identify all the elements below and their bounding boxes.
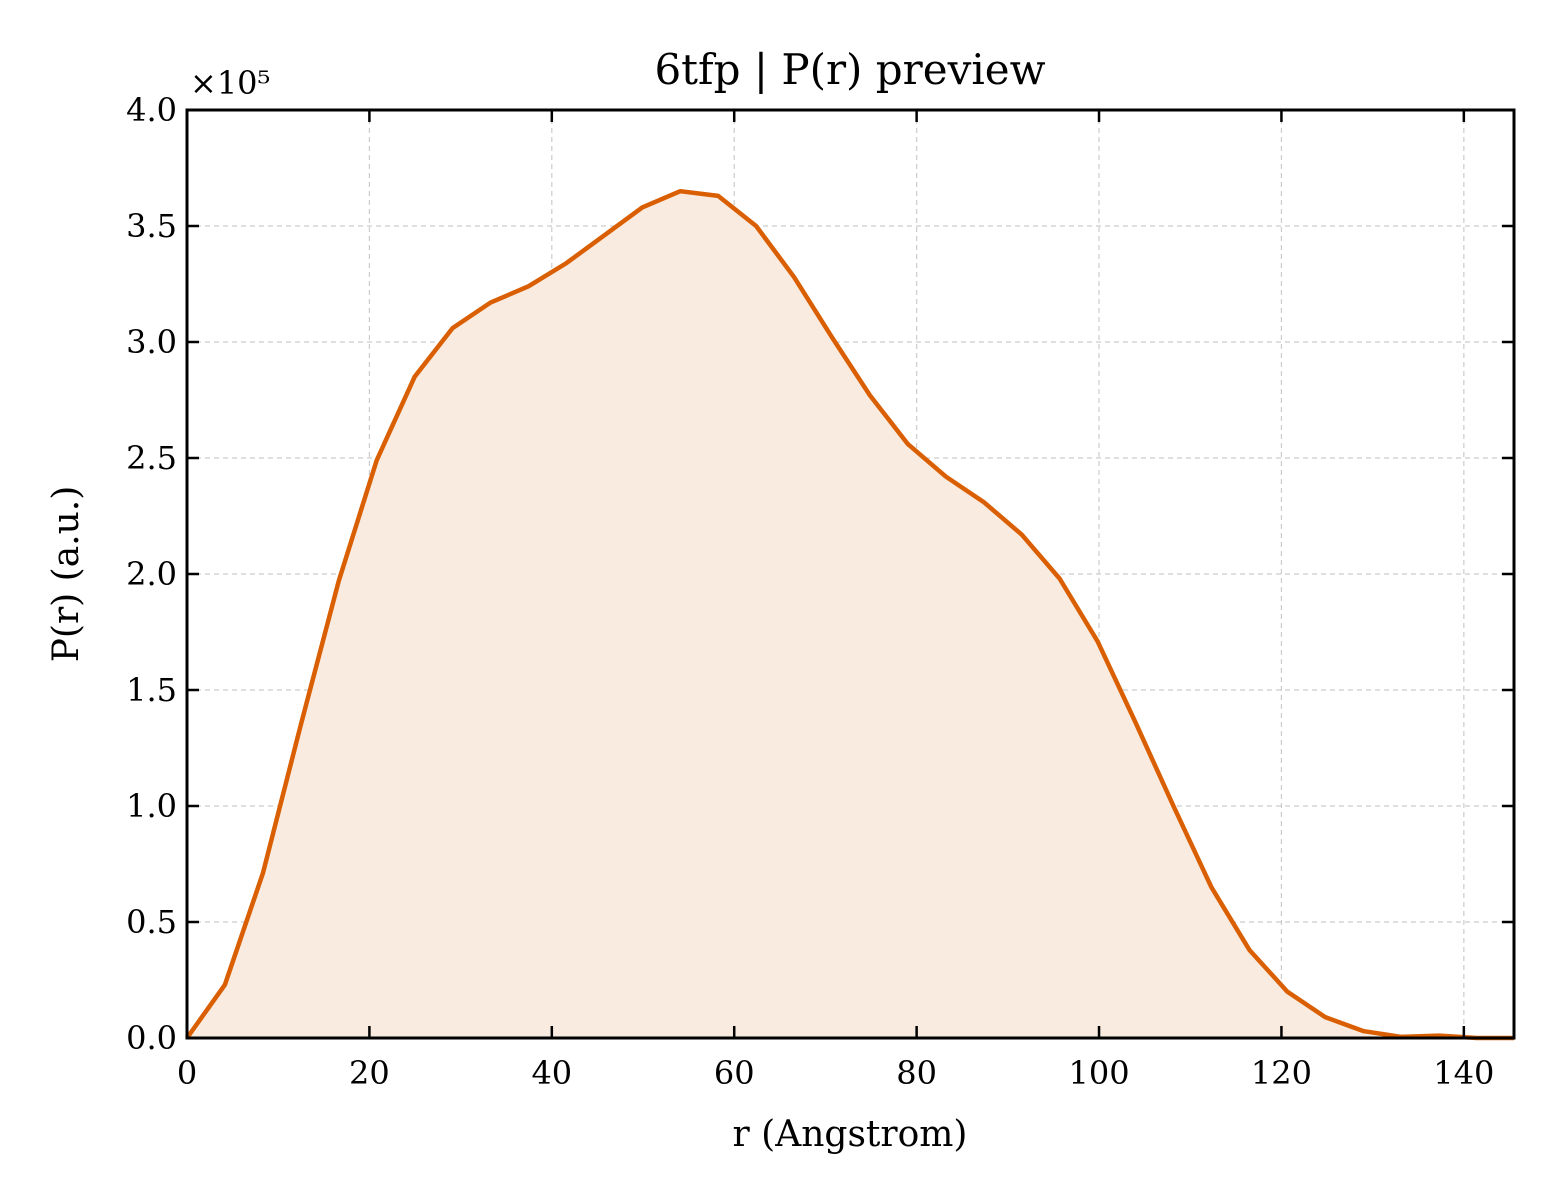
axis-ticks: 0 20 40 60 80 100 120 140 0.0 0.5 1.0 1.5 2.0 2.5 3.0 3… [126, 91, 1514, 1092]
x-tick-label: 60 [714, 1054, 755, 1092]
x-tick-label: 0 [177, 1054, 197, 1092]
x-tick-label: 120 [1251, 1054, 1312, 1092]
x-tick-label: 140 [1433, 1054, 1494, 1092]
pr-area-fill [187, 191, 1514, 1038]
y-tick-label: 2.0 [126, 555, 177, 593]
x-tick-label: 20 [349, 1054, 390, 1092]
pr-series-line [185, 188, 1514, 1041]
y-tick-label: 0.0 [126, 1019, 177, 1057]
x-tick-label: 40 [531, 1054, 572, 1092]
y-axis-label: P(r) (a.u.) [46, 486, 87, 663]
y-tick-label: 3.5 [126, 207, 177, 245]
y-tick-label: 3.0 [126, 323, 177, 361]
y-axis-multiplier: ×10⁵ [190, 64, 270, 102]
y-tick-label: 2.5 [126, 439, 177, 477]
y-tick-label: 1.5 [126, 671, 177, 709]
x-axis-label: r (Angstrom) [733, 1114, 968, 1155]
chart-title: 6tfp | P(r) preview [654, 45, 1045, 94]
y-tick-label: 1.0 [126, 787, 177, 825]
y-tick-label: 0.5 [126, 903, 177, 941]
x-tick-label: 100 [1068, 1054, 1129, 1092]
y-tick-label: 4.0 [126, 91, 177, 129]
x-tick-label: 80 [896, 1054, 937, 1092]
